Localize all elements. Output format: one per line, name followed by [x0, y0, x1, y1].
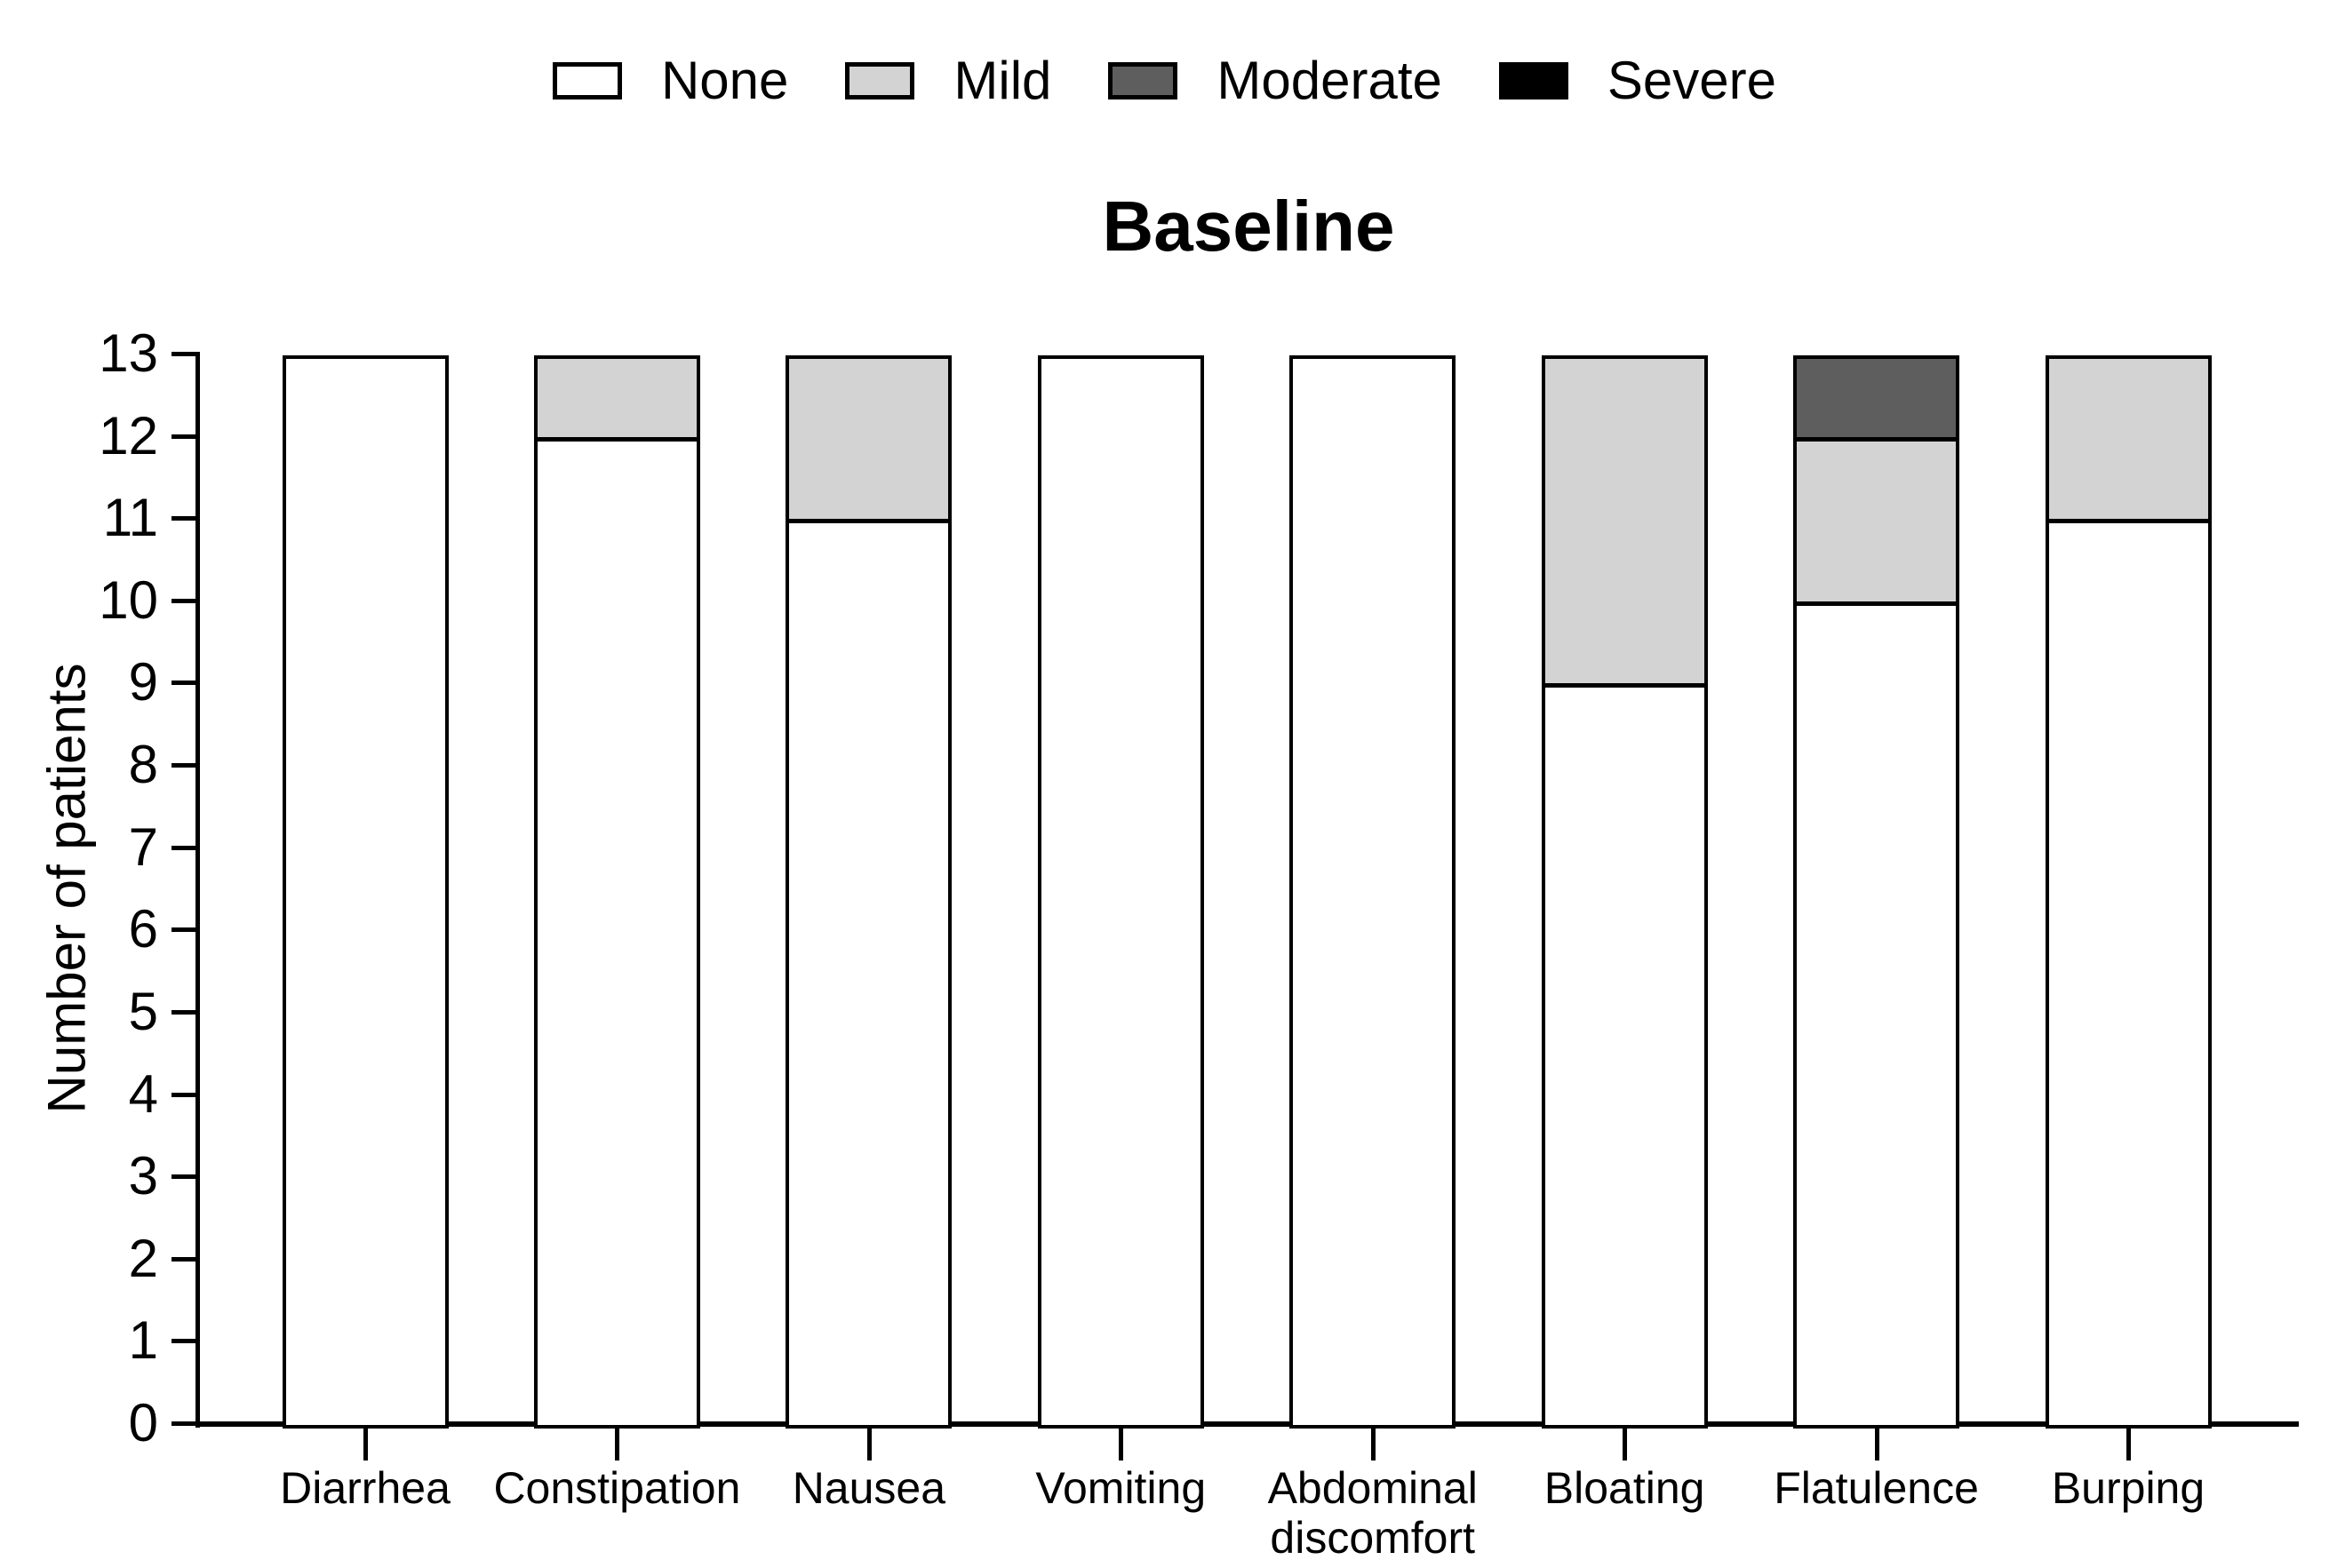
legend-label-mild: Mild: [953, 51, 1052, 110]
y-tick-12: [171, 434, 198, 439]
legend-swatch-none: [552, 62, 622, 99]
y-tick-label-5: 5: [128, 981, 158, 1041]
y-tick-label-8: 8: [128, 735, 158, 795]
bar-nausea: [786, 354, 953, 1429]
y-tick-label-6: 6: [128, 899, 158, 959]
x-tick-vomiting: [1119, 1427, 1124, 1461]
y-tick-label-13: 13: [99, 322, 158, 383]
y-tick-label-11: 11: [102, 488, 158, 548]
legend-item-none: None: [552, 51, 789, 110]
bar-diarrhea: [282, 354, 449, 1429]
bar-constipation: [533, 354, 700, 1429]
x-tick-diarrhea: [363, 1427, 368, 1461]
y-tick-2: [171, 1256, 198, 1262]
category-label-bloating: Bloating: [1543, 1463, 1705, 1513]
x-tick-burping: [2126, 1427, 2131, 1461]
x-axis-line: [195, 1421, 2299, 1427]
y-tick-11: [171, 516, 198, 521]
y-tick-6: [171, 927, 198, 933]
bar-segment-nausea-none: [789, 523, 949, 1425]
y-tick-label-1: 1: [128, 1310, 158, 1371]
category-label-abdominal-discomfort: Abdominal discomfort: [1267, 1463, 1478, 1563]
legend-label-none: None: [660, 51, 789, 110]
category-label-constipation: Constipation: [493, 1463, 741, 1513]
bar-segment-abdominal-discomfort-none: [1293, 358, 1453, 1425]
y-tick-13: [171, 351, 198, 356]
category-label-burping: Burping: [2051, 1463, 2205, 1513]
bar-abdominal-discomfort: [1289, 354, 1456, 1429]
y-tick-label-4: 4: [128, 1063, 158, 1124]
legend-label-severe: Severe: [1607, 51, 1777, 110]
y-tick-5: [171, 1009, 198, 1015]
legend-item-mild: Mild: [845, 52, 1051, 110]
legend-item-moderate: Moderate: [1108, 51, 1442, 110]
bar-burping: [2045, 354, 2212, 1429]
category-label-nausea: Nausea: [792, 1463, 946, 1513]
y-tick-0: [171, 1421, 198, 1426]
category-label-flatulence: Flatulence: [1774, 1463, 1979, 1513]
bar-segment-flatulence-none: [1797, 605, 1957, 1425]
bar-segment-nausea-mild: [789, 358, 949, 524]
y-tick-10: [171, 598, 198, 603]
bar-segment-diarrhea-none: [285, 358, 445, 1425]
y-tick-3: [171, 1174, 198, 1180]
y-tick-label-10: 10: [99, 569, 158, 630]
y-axis-line: [195, 352, 200, 1428]
y-tick-label-0: 0: [128, 1393, 158, 1453]
x-tick-flatulence: [1874, 1427, 1879, 1461]
y-tick-label-3: 3: [128, 1146, 158, 1206]
y-tick-4: [171, 1092, 198, 1097]
bar-segment-constipation-none: [537, 441, 697, 1425]
bar-segment-vomiting-none: [1041, 358, 1200, 1425]
x-tick-bloating: [1623, 1427, 1628, 1461]
y-tick-7: [171, 845, 198, 850]
legend-swatch-severe: [1498, 62, 1568, 99]
x-tick-constipation: [615, 1427, 620, 1461]
bar-flatulence: [1793, 354, 1960, 1429]
legend-swatch-moderate: [1108, 62, 1178, 99]
x-tick-abdominal-discomfort: [1370, 1427, 1376, 1461]
y-tick-8: [171, 763, 198, 768]
category-label-diarrhea: Diarrhea: [280, 1463, 451, 1513]
bar-segment-burping-mild: [2048, 358, 2208, 524]
y-tick-label-2: 2: [128, 1228, 158, 1288]
legend-label-moderate: Moderate: [1216, 51, 1442, 110]
category-label-vomiting: Vomiting: [1035, 1463, 1207, 1513]
legend-swatch-mild: [845, 62, 915, 99]
y-tick-label-9: 9: [128, 652, 158, 712]
bar-segment-burping-none: [2048, 523, 2208, 1425]
bar-segment-bloating-none: [1544, 688, 1704, 1425]
legend-item-severe: Severe: [1498, 51, 1777, 110]
bar-segment-flatulence-mild: [1797, 441, 1957, 606]
legend: None Mild Moderate Severe: [0, 52, 2329, 110]
y-tick-1: [171, 1339, 198, 1344]
y-tick-label-12: 12: [99, 405, 158, 466]
chart-title: Baseline: [1102, 187, 1395, 266]
bar-vomiting: [1037, 354, 1204, 1429]
y-tick-label-7: 7: [128, 816, 158, 877]
bar-bloating: [1541, 354, 1708, 1429]
y-axis-title: Number of patients: [36, 663, 97, 1114]
y-tick-9: [171, 681, 198, 686]
bar-segment-flatulence-moderate: [1797, 358, 1957, 442]
bar-segment-constipation-mild: [537, 358, 697, 442]
bar-segment-bloating-mild: [1544, 358, 1704, 688]
x-tick-nausea: [866, 1427, 872, 1461]
